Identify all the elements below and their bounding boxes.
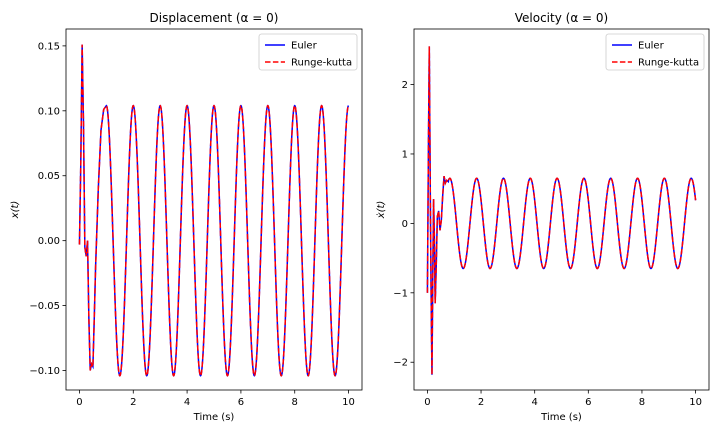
x-tick-label: 0 bbox=[424, 397, 430, 408]
velocity-panel: Velocity (α = 0) Time (s) ẋ(t) 0 2 4 6 8 1021… bbox=[376, 11, 710, 423]
axes-frame bbox=[65, 28, 363, 391]
x-tick-label: 2 bbox=[478, 397, 484, 408]
velocity-title: Velocity (α = 0) bbox=[515, 11, 608, 25]
legend-box bbox=[258, 33, 358, 71]
displacement-runge-kutta-line bbox=[78, 44, 350, 377]
x-tick-label: 4 bbox=[184, 397, 190, 408]
displacement-euler-line bbox=[78, 44, 350, 377]
x-tick-label: 10 bbox=[342, 397, 355, 408]
velocity-y-axis-label: ẋ(t) bbox=[376, 201, 387, 220]
velocity-runge-kutta-line bbox=[426, 46, 697, 375]
y-tick-label: −0.10 bbox=[29, 366, 60, 377]
x-tick-label: 8 bbox=[639, 397, 645, 408]
y-tick-label: −1 bbox=[393, 288, 408, 299]
velocity-plot-area bbox=[413, 28, 710, 391]
legend-label: Euler bbox=[638, 41, 665, 52]
y-tick-label: 0.05 bbox=[38, 171, 60, 182]
x-tick-label: 4 bbox=[531, 397, 537, 408]
y-tick-label: 0 bbox=[402, 219, 408, 230]
x-tick-label: 6 bbox=[585, 397, 591, 408]
y-tick-label: −0.05 bbox=[29, 301, 60, 312]
y-tick-label: 2 bbox=[402, 80, 408, 91]
x-tick-label: 6 bbox=[238, 397, 244, 408]
y-tick-label: −2 bbox=[393, 358, 408, 369]
y-tick-label: 0.15 bbox=[38, 41, 60, 52]
x-tick-label: 8 bbox=[292, 397, 298, 408]
displacement-ticks: 0 2 4 6 8 10 0.15 0.10 0.05 0.00 −0.05 −0.10 bbox=[29, 41, 355, 408]
x-tick-label: 0 bbox=[76, 397, 82, 408]
legend-box bbox=[605, 33, 705, 71]
legend-label: Euler bbox=[291, 41, 318, 52]
displacement-legend: Euler Runge-kutta bbox=[258, 33, 358, 71]
x-tick-label: 2 bbox=[130, 397, 136, 408]
legend-label: Runge-kutta bbox=[291, 58, 352, 69]
y-tick-label: 0.10 bbox=[38, 106, 60, 117]
displacement-y-axis-label: x(t) bbox=[10, 201, 21, 220]
velocity-legend: Euler Runge-kutta bbox=[605, 33, 705, 71]
y-tick-label: 0.00 bbox=[38, 236, 60, 247]
displacement-panel: Displacement (α = 0) Time (s) x(t) 0 2 4 6 8… bbox=[10, 11, 363, 423]
displacement-x-axis-label: Time (s) bbox=[193, 412, 235, 423]
displacement-plot-area bbox=[65, 28, 363, 391]
axes-frame bbox=[413, 28, 710, 391]
x-tick-label: 10 bbox=[689, 397, 702, 408]
y-tick-label: 1 bbox=[402, 149, 408, 160]
displacement-title: Displacement (α = 0) bbox=[150, 11, 279, 25]
velocity-euler-line bbox=[426, 46, 697, 375]
velocity-x-axis-label: Time (s) bbox=[540, 412, 582, 423]
legend-label: Runge-kutta bbox=[638, 58, 699, 69]
